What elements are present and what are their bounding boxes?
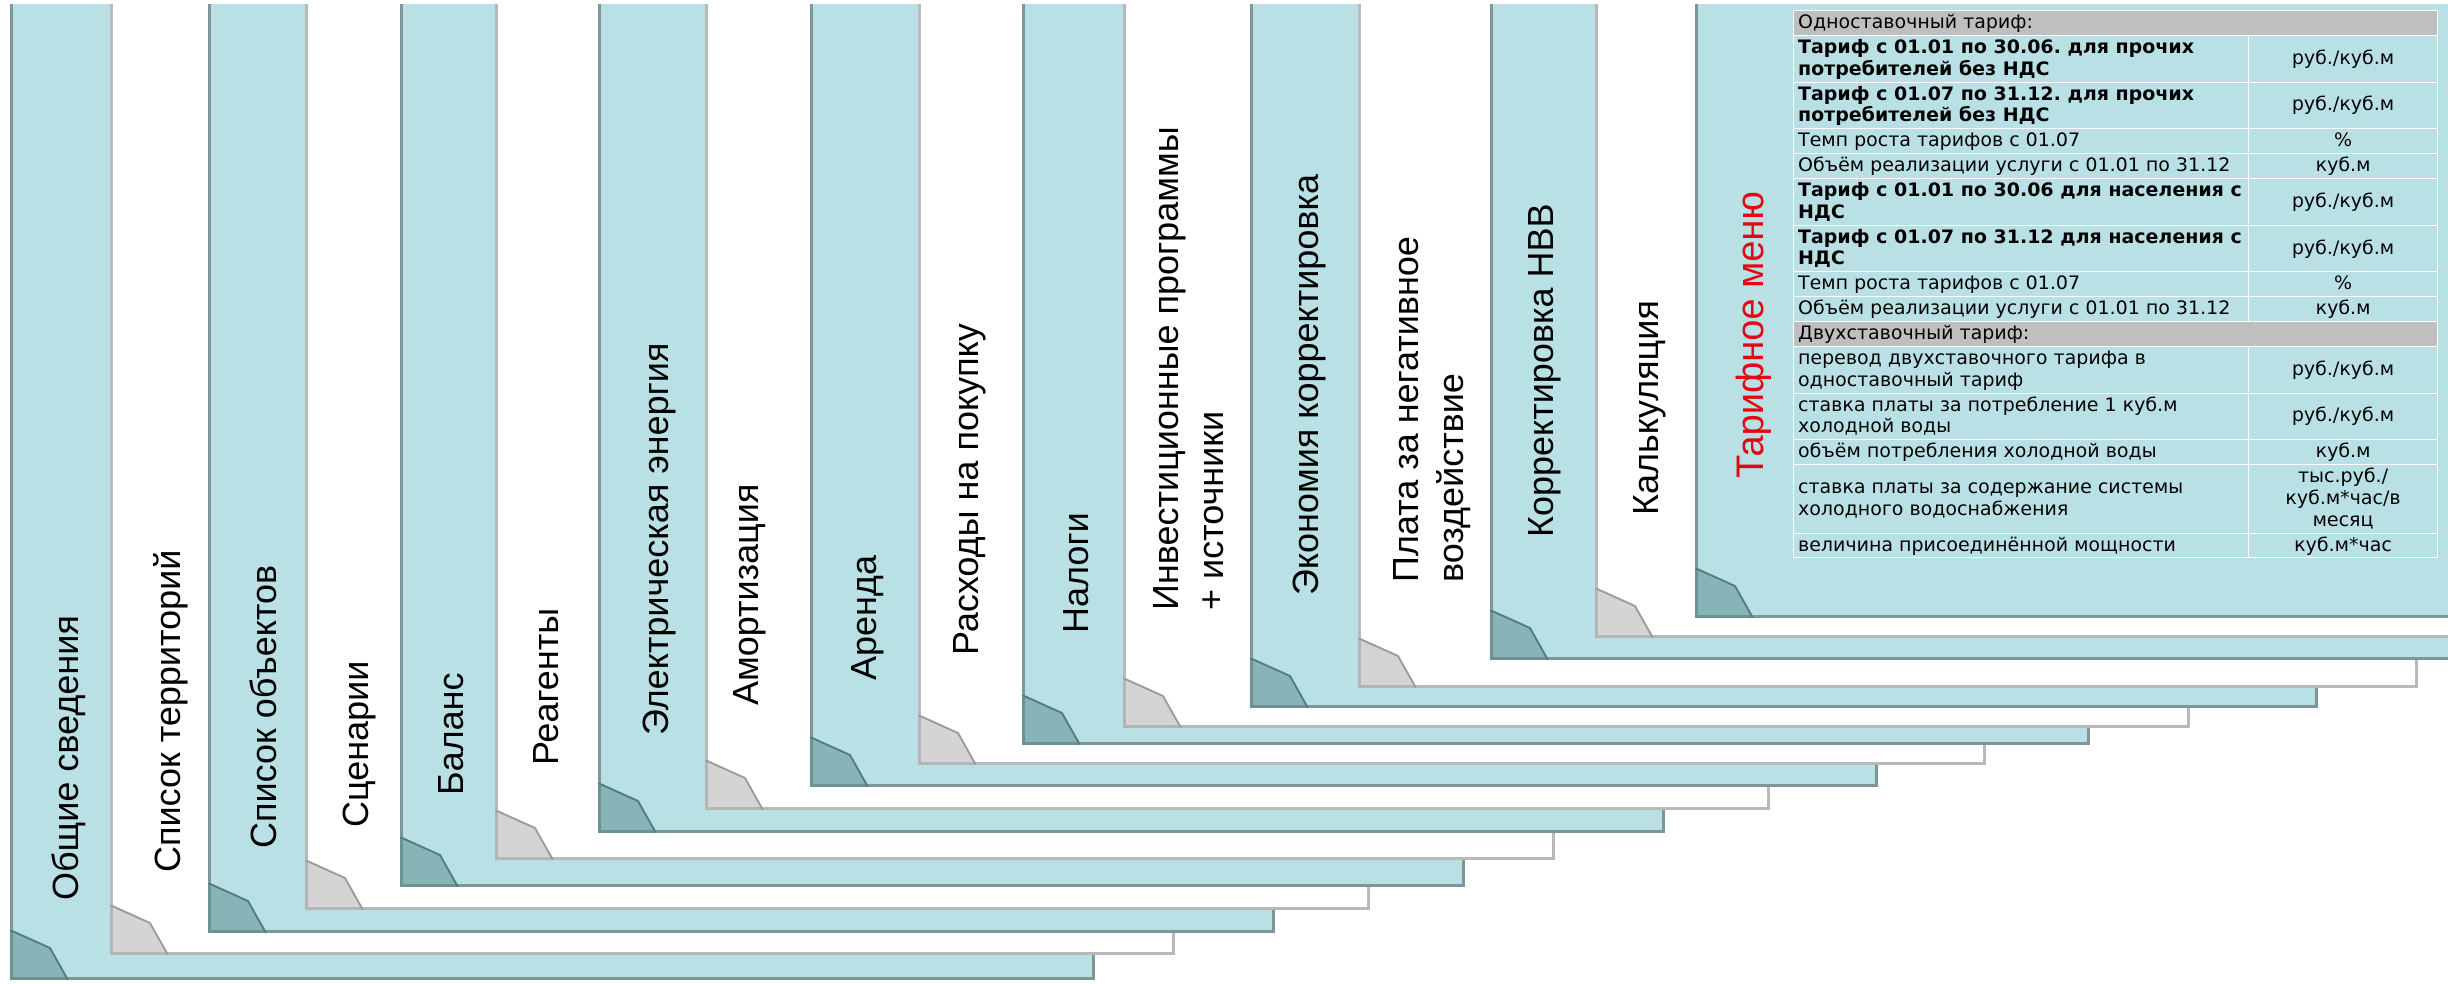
tab-label-line: Плата за негативное	[1385, 236, 1426, 582]
tariff-table: Одноставочный тариф: Тариф с 01.01 по 30.…	[1793, 10, 2438, 559]
tab-label: Плата за негативное воздействие	[1383, 236, 1473, 582]
folded-corner-icon	[400, 837, 459, 887]
indicator-name: величина присоединённой мощности	[1793, 532, 2249, 559]
table-row: Тариф с 01.07 по 31.12. для прочих потре…	[1793, 81, 2438, 130]
tab-label-line: Экономия корректировка	[1285, 173, 1326, 595]
indicator-name: Тариф с 01.01 по 30.06 для населения с Н…	[1793, 177, 2249, 226]
unit-cell: %	[2248, 271, 2438, 298]
tab-label-line: Тарифное меню	[1730, 191, 1772, 478]
indicator-name: Тариф с 01.07 по 31.12. для прочих потре…	[1793, 81, 2249, 130]
table-row: Тариф с 01.01 по 30.06. для прочих потре…	[1793, 34, 2438, 83]
table-row: Тариф с 01.07 по 31.12 для населения с Н…	[1793, 224, 2438, 273]
folded-corner-icon	[305, 860, 364, 910]
unit-cell: куб.м	[2248, 296, 2438, 322]
folded-corner-icon	[1490, 610, 1549, 660]
tab-label-line: Калькуляция	[1625, 300, 1666, 515]
tab-label: Расходы на покупку	[943, 323, 988, 655]
unit-cell: руб./куб.м	[2248, 177, 2438, 226]
table-row: ставка платы за потребление 1 куб.м холо…	[1793, 392, 2438, 441]
table-section-header: Одноставочный тариф:	[1793, 10, 2438, 36]
tab-label: Реагенты	[523, 608, 568, 765]
unit-cell: %	[2248, 128, 2438, 155]
tab-label-line: Аренда	[843, 555, 884, 680]
unit-cell: руб./куб.м	[2248, 392, 2438, 441]
tab-label: Баланс	[428, 672, 473, 795]
table-row: Темп роста тарифов с 01.07%	[1793, 271, 2438, 298]
folded-corner-icon	[918, 715, 977, 765]
indicator-name: ставка платы за содержание системы холод…	[1793, 464, 2249, 534]
tab-label-line: Список объектов	[243, 564, 284, 848]
folded-corner-icon	[810, 737, 869, 787]
tab-label: Список территорий	[145, 550, 190, 872]
folded-corner-icon	[110, 905, 169, 955]
unit-cell: куб.м	[2248, 439, 2438, 466]
folded-corner-icon	[495, 810, 554, 860]
indicator-name: Тариф с 01.07 по 31.12 для населения с Н…	[1793, 224, 2249, 273]
table-row: Темп роста тарифов с 01.07%	[1793, 128, 2438, 155]
folded-corner-icon	[10, 930, 69, 980]
indicator-name: Одноставочный тариф:	[1793, 10, 2438, 36]
indicator-name: Объём реализации услуги с 01.01 по 31.12	[1793, 153, 2249, 179]
unit-cell: руб./куб.м	[2248, 345, 2438, 394]
tab-label-line: Сценарии	[335, 660, 376, 827]
tab-label-line: Электрическая энергия	[635, 342, 676, 735]
unit-cell: куб.м	[2248, 153, 2438, 179]
table-row: Объём реализации услуги с 01.01 по 31.12…	[1793, 153, 2438, 179]
tab-label-line: Амортизация	[725, 483, 766, 705]
indicator-name: Двухставочный тариф:	[1793, 320, 2438, 347]
indicator-name: Объём реализации услуги с 01.01 по 31.12	[1793, 296, 2249, 322]
unit-cell: руб./куб.м	[2248, 224, 2438, 273]
tab-label: Корректировка НВВ	[1518, 203, 1563, 537]
indicator-name: Темп роста тарифов с 01.07	[1793, 271, 2249, 298]
table-row: величина присоединённой мощности куб.м*ча…	[1793, 532, 2438, 559]
unit-cell: руб./куб.м	[2248, 34, 2438, 83]
tab-label: Электрическая энергия	[633, 343, 678, 735]
folded-corner-icon	[598, 783, 657, 833]
unit-cell: тыс.руб./куб.м*час/в месяц	[2248, 464, 2438, 534]
indicator-name: ставка платы за потребление 1 куб.м холо…	[1793, 392, 2249, 441]
tab-label: Калькуляция	[1623, 300, 1668, 515]
tab-label-line: Реагенты	[525, 607, 566, 765]
tab-label: Инвестиционные программы + источники	[1143, 126, 1233, 610]
folded-corner-icon	[1595, 588, 1654, 638]
indicator-name: Тариф с 01.01 по 30.06. для прочих потре…	[1793, 34, 2249, 83]
table-row: Объём реализации услуги с 01.01 по 31.12…	[1793, 296, 2438, 322]
indicator-name: объём потребления холодной воды	[1793, 439, 2249, 466]
folded-corner-icon	[1022, 695, 1081, 745]
tab-label-line: + источники	[1190, 410, 1231, 610]
tab-label-line: Налоги	[1055, 512, 1096, 633]
tab-label-line: Список территорий	[147, 549, 188, 872]
tab-label: Общие сведения	[43, 615, 88, 900]
folded-corner-icon	[1250, 658, 1309, 708]
tab-label-line: воздействие	[1430, 373, 1471, 582]
tab-label: Тарифное меню	[1728, 191, 1776, 478]
folded-corner-icon	[705, 760, 764, 810]
indicator-name: перевод двухставочного тарифа в одностав…	[1793, 345, 2249, 394]
tab-label: Аренда	[841, 555, 886, 680]
folded-corner-icon	[1358, 638, 1417, 688]
table-section-header: Двухставочный тариф:	[1793, 320, 2438, 347]
tab-label: Амортизация	[723, 484, 768, 705]
tab-label: Экономия корректировка	[1283, 174, 1328, 595]
table-row: ставка платы за содержание системы холод…	[1793, 464, 2438, 534]
indicator-name: Темп роста тарифов с 01.07	[1793, 128, 2249, 155]
folded-corner-icon	[1123, 678, 1182, 728]
folded-corner-icon	[1695, 568, 1754, 618]
tab-label-line: Корректировка НВВ	[1520, 203, 1561, 537]
unit-cell: куб.м*час	[2248, 532, 2438, 559]
table-row: объём потребления холодной воды куб.м	[1793, 439, 2438, 466]
table-row: Тариф с 01.01 по 30.06 для населения с Н…	[1793, 177, 2438, 226]
unit-cell: руб./куб.м	[2248, 81, 2438, 130]
tab-label-line: Расходы на покупку	[945, 323, 986, 655]
table-row: перевод двухставочного тарифа в одностав…	[1793, 345, 2438, 394]
tab-label-line: Баланс	[430, 672, 471, 795]
tab-label: Список объектов	[241, 565, 286, 848]
tab-label: Налоги	[1053, 512, 1098, 633]
tab-label-line: Инвестиционные программы	[1145, 126, 1186, 610]
folded-corner-icon	[208, 883, 267, 933]
tab-label: Сценарии	[333, 661, 378, 827]
tab-label-line: Общие сведения	[45, 615, 86, 900]
